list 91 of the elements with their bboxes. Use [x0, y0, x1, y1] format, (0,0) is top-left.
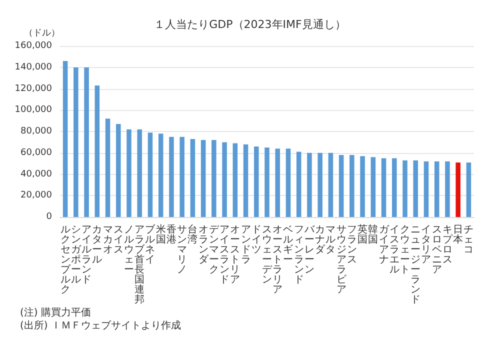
- bar: [232, 143, 238, 217]
- x-tick-label: フランス: [346, 224, 357, 266]
- y-tick-label: 20,000: [20, 190, 52, 201]
- x-tick-label: ルクセンブルク: [60, 224, 72, 296]
- bar: [350, 155, 354, 217]
- bar: [466, 162, 472, 217]
- y-tick-label: 140,000: [14, 62, 52, 72]
- bar: [360, 156, 365, 217]
- x-tick-label: ガイアナ: [378, 224, 390, 266]
- x-tick-label: スウェーデン: [262, 224, 273, 286]
- x-tick-label: ベルギー: [283, 224, 294, 266]
- x-tick-label: ノルウェー: [124, 224, 134, 276]
- bar: [243, 144, 248, 217]
- y-tick-label: 40,000: [20, 169, 52, 180]
- bar: [381, 158, 386, 217]
- x-tick-label: オーストリア: [230, 224, 240, 286]
- x-tick-label: ドイツ: [251, 224, 262, 256]
- bar: [307, 152, 312, 217]
- bar: [94, 86, 100, 217]
- x-tick-label: 日本: [453, 224, 464, 246]
- bar: [148, 132, 153, 217]
- x-tick-label: 台湾: [188, 224, 198, 246]
- x-tick-label: 香港: [166, 224, 176, 246]
- x-tick-label: デンマーク: [208, 224, 220, 276]
- x-tick-label: マカオ: [102, 224, 113, 256]
- bar: [402, 160, 408, 217]
- bar: [137, 129, 142, 217]
- x-tick-label: カタール: [92, 224, 102, 266]
- x-tick-label: チェコ: [464, 224, 474, 256]
- bar: [200, 140, 206, 217]
- x-tick-label: 韓国: [368, 224, 378, 246]
- bar: [413, 160, 418, 217]
- bar: [338, 155, 344, 217]
- bar: [62, 60, 68, 217]
- y-tick-label: 0: [46, 212, 52, 222]
- bar: [434, 161, 440, 217]
- bar: [84, 67, 89, 217]
- bar: [190, 138, 196, 217]
- text: (出所) ＩＭＦウェブサイトより作成: [20, 320, 181, 332]
- bar: [328, 152, 334, 217]
- bar: [370, 157, 376, 217]
- bar: [445, 161, 450, 217]
- x-tick-label: サウジアラビア: [336, 224, 348, 296]
- bar: [456, 162, 460, 217]
- bar: [264, 148, 270, 217]
- x-tick-label: スイス: [113, 224, 124, 256]
- x-tick-label: マルタ: [326, 224, 336, 256]
- text: (注) 購買力平価: [20, 306, 91, 318]
- x-tick-label: ブルネイ: [145, 224, 156, 266]
- x-tick-label: オランダ: [198, 224, 210, 266]
- bar: [222, 142, 227, 217]
- bar: [392, 158, 397, 217]
- bar: [169, 136, 174, 217]
- x-tick-label: ニュージーランド: [410, 224, 421, 306]
- x-tick-label: アイスランド: [220, 224, 230, 286]
- y-tick-label: 160,000: [14, 41, 52, 51]
- x-tick-label: シンガポール: [70, 224, 82, 286]
- x-tick-label: キプロス: [442, 224, 454, 266]
- x-tick-label: アイルランド: [82, 224, 92, 286]
- x-tick-label: フィンランド: [294, 224, 304, 286]
- x-tick-label: 米国: [156, 224, 166, 246]
- y-tick-label: 80,000: [20, 126, 52, 136]
- x-tick-label: クウェート: [400, 224, 410, 276]
- bar: [318, 152, 322, 217]
- bar: [254, 146, 259, 217]
- y-tick-label: 120,000: [14, 84, 52, 94]
- bar: [74, 67, 78, 217]
- y-tick-label: 60,000: [20, 148, 52, 158]
- x-tick-label: バーレーン: [303, 224, 316, 276]
- bar: [286, 148, 291, 217]
- bar: [212, 140, 216, 217]
- x-tick-label: イスラエル: [389, 224, 400, 276]
- x-tick-label: 英国: [358, 224, 368, 246]
- bar: [158, 134, 164, 217]
- x-tick-label: サンマリノ: [177, 224, 188, 276]
- x-tick-label: スロベニア: [432, 224, 442, 276]
- bar: [105, 118, 110, 217]
- x-tick-label: カナダ: [315, 224, 326, 256]
- bar: [180, 136, 184, 217]
- x-tick-label: オーストラリア: [272, 224, 283, 296]
- bar: [424, 161, 429, 217]
- x-tick-label: アラブ首長国連邦: [134, 224, 146, 306]
- y-tick-label: 100,000: [14, 105, 52, 116]
- bar: [116, 124, 121, 217]
- x-tick-label: アンドラ: [240, 224, 251, 266]
- chart-title: １人当たりGDP（2023年IMF見通し）: [154, 18, 346, 31]
- bar: [296, 152, 302, 217]
- y-axis-title: （ドル）: [24, 28, 60, 38]
- x-tick-label: イタリア: [421, 224, 432, 266]
- bar: [275, 148, 280, 217]
- bar: [126, 129, 132, 217]
